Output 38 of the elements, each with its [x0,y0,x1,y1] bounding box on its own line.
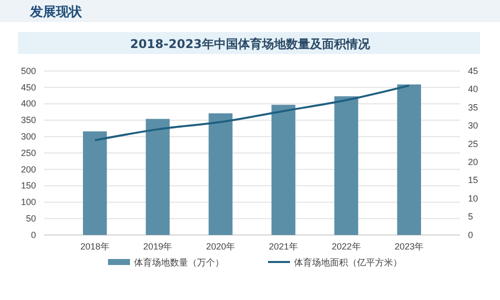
bar [146,118,170,235]
x-tick-label: 2018年 [80,241,110,252]
y-tick-label: 500 [20,66,36,76]
y2-tick-label: 25 [468,138,478,149]
text: 发展现状 [29,5,83,20]
y2-tick-label: 20 [468,156,478,167]
y2-tick-label: 10 [468,193,478,204]
legend-label: 体育场地面积（亿平方米） [294,258,402,268]
y-tick-label: 250 [20,148,36,158]
y2-tick-label: 35 [468,102,478,112]
bar [397,84,422,235]
y-tick-label: 400 [20,98,36,109]
x-tick-label: 2022年 [332,241,361,252]
line-series [94,84,410,142]
y2-tick-label: 0 [468,230,474,240]
y2-tick-label: 15 [468,175,478,186]
x-tick-label: 2019年 [143,241,172,252]
y-tick-label: 300 [20,131,36,142]
y2-tick-label: 30 [468,120,478,131]
bar [208,113,233,235]
y2-tick-label: 40 [468,84,478,94]
y-tick-label: 450 [20,82,36,92]
chart-title: 2018-2023年中国体育场地数量及面积情况 [130,37,371,51]
y-tick-label: 350 [20,115,36,126]
x-tick-label: 2020年 [206,241,236,252]
y2-tick-label: 45 [468,66,478,76]
legend-label: 体育场地数量（万个） [134,258,224,268]
y-tick-label: 0 [30,230,36,240]
x-tick-label: 2021年 [268,241,298,252]
y2-tick-label: 5 [468,212,474,222]
y-tick-label: 100 [20,197,36,208]
y-tick-label: 200 [20,164,36,174]
bar [82,131,107,235]
x-tick-label: 2023年 [394,241,424,252]
bar [271,104,296,235]
y-tick-label: 150 [20,180,36,191]
y-tick-label: 50 [26,213,36,224]
bar [334,96,358,235]
